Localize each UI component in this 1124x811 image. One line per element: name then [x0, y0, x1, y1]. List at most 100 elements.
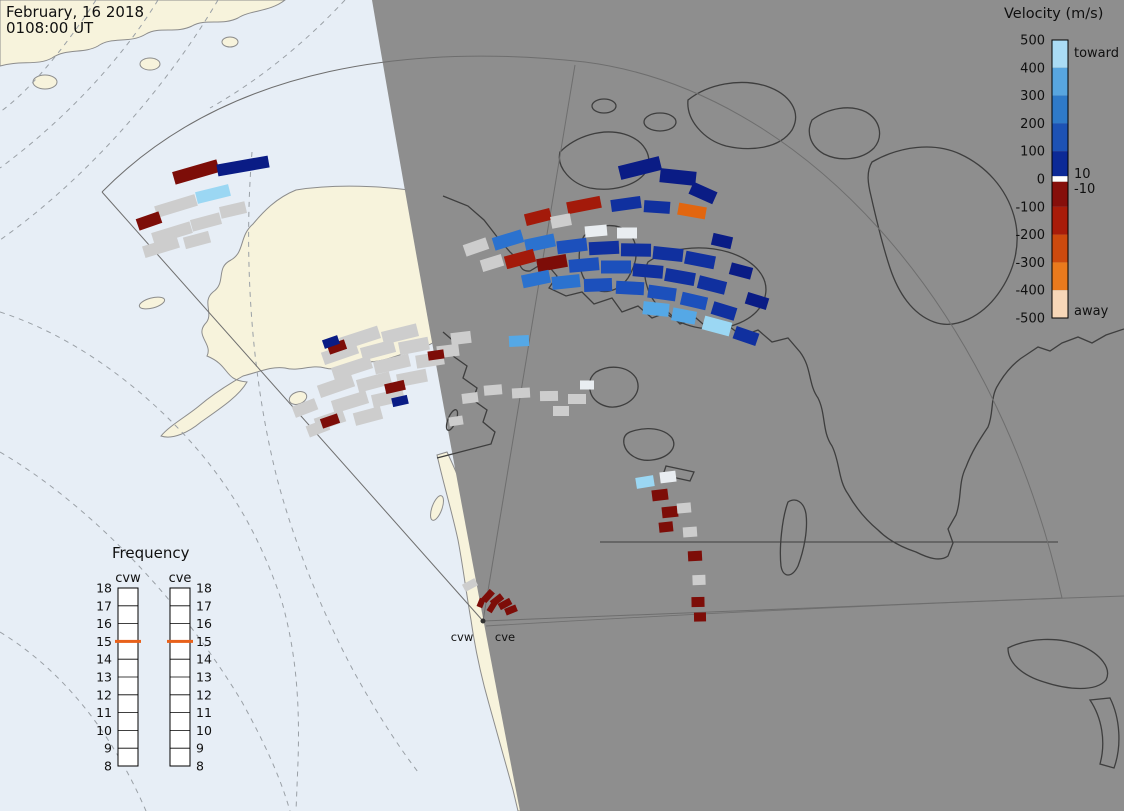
graticule-line: [0, 0, 97, 113]
velocity-cell: [291, 398, 319, 418]
frequency-tick-label: 15: [196, 634, 212, 649]
velocity-cell: [610, 195, 642, 213]
velocity-cell: [536, 253, 568, 273]
mainland-coastline: [442, 195, 1124, 560]
velocity-cell: [503, 248, 537, 270]
colorbar-segment: [1052, 123, 1068, 152]
frequency-tick-label: 18: [96, 581, 112, 596]
arctic-island-outline: [591, 98, 617, 114]
velocity-tick-label: 200: [1020, 117, 1045, 132]
velocity-cell: [642, 301, 670, 317]
velocity-cell: [511, 387, 531, 399]
colorbar-segment: [1052, 40, 1068, 68]
radar-label-cve: cve: [495, 630, 515, 644]
velocity-cell: [568, 257, 600, 273]
velocity-cell: [450, 330, 472, 346]
radar-site-dot: [480, 618, 486, 624]
graticule-line: [209, 0, 346, 109]
velocity-cell: [664, 267, 696, 287]
plus10-label: 10: [1074, 167, 1091, 182]
toward-label: toward: [1074, 46, 1119, 61]
frequency-column-label: cve: [169, 571, 192, 586]
arctic-island-outline: [808, 107, 881, 160]
velocity-cell: [691, 596, 705, 608]
velocity-cell: [693, 612, 707, 622]
velocity-cell: [391, 394, 409, 408]
lake-winnipeg-outline: [779, 499, 808, 576]
graticule-line: [0, 0, 159, 169]
frequency-marker: [115, 639, 141, 643]
colorbar-segment: [1052, 95, 1068, 124]
velocity-cell: [359, 339, 397, 361]
siberia-landmass: [0, 0, 286, 67]
banks-island-outline: [578, 225, 637, 293]
velocity-cell: [601, 260, 631, 274]
graticule-line: [0, 631, 147, 811]
frequency-tick-label: 17: [196, 598, 212, 613]
frequency-tick-label: 13: [96, 670, 112, 685]
velocity-cell: [677, 202, 707, 220]
velocity-cell: [584, 224, 608, 238]
velocity-tick-label: -300: [1015, 256, 1045, 271]
velocity-cell: [588, 240, 620, 256]
velocity-cell: [580, 380, 594, 390]
frequency-tick-label: 9: [104, 741, 112, 756]
frequency-tick-label: 12: [96, 687, 112, 702]
velocity-cell: [319, 413, 341, 429]
fov-outer-arc: [101, 55, 1063, 599]
velocity-tick-label: 100: [1020, 145, 1045, 160]
velocity-cell: [352, 406, 384, 426]
island: [221, 36, 239, 48]
frequency-tick-label: 17: [96, 598, 112, 613]
velocity-cell: [461, 392, 479, 404]
velocity-cell: [520, 269, 552, 289]
velocity-cell: [321, 335, 341, 349]
frequency-tick-label: 12: [196, 687, 212, 702]
night-region: [372, 0, 1124, 811]
velocity-cell: [659, 168, 697, 186]
velocity-cell: [427, 349, 445, 361]
frequency-tick-label: 14: [96, 652, 112, 667]
graticule-line: [0, 0, 219, 241]
arctic-island-outline: [687, 81, 797, 150]
time-text: 0108:00 UT: [6, 19, 94, 37]
velocity-cell: [195, 184, 231, 204]
velocity-cell: [550, 213, 572, 229]
away-label: away: [1074, 304, 1109, 319]
minus10-label: -10: [1074, 182, 1095, 197]
velocity-cell: [497, 597, 513, 611]
vancouver-island: [430, 495, 444, 521]
velocity-cell: [523, 208, 553, 226]
great-slave-lake-outline: [623, 427, 675, 461]
frequency-tick-label: 10: [196, 723, 212, 738]
velocity-cell: [479, 254, 505, 272]
velocity-cell: [154, 194, 198, 218]
velocity-cell: [491, 229, 525, 251]
radar-label-cvw: cvw: [451, 630, 474, 644]
velocity-cell: [670, 307, 698, 325]
velocity-cell: [659, 470, 677, 484]
velocity-cell: [647, 284, 677, 302]
velocity-tick-label: 400: [1020, 61, 1045, 76]
velocity-cell: [380, 323, 420, 345]
velocity-cell: [355, 371, 393, 393]
velocity-cell: [710, 301, 738, 321]
velocity-cell: [326, 339, 348, 355]
frequency-title: Frequency: [112, 544, 190, 562]
velocity-cell: [732, 325, 760, 347]
day-graticule: [0, 0, 419, 811]
velocity-cell: [687, 550, 703, 562]
velocity-cell: [142, 235, 180, 259]
velocity-legend-title: Velocity (m/s): [1004, 6, 1103, 22]
velocity-cell: [135, 211, 163, 231]
velocity-cell: [651, 488, 669, 502]
velocity-cell: [661, 505, 679, 519]
velocity-cell: [652, 245, 684, 263]
frequency-tick-label: 15: [96, 634, 112, 649]
velocity-cell: [476, 597, 486, 609]
lake-superior-outline: [1007, 638, 1109, 690]
velocity-cell: [643, 200, 671, 214]
velocity-cell: [551, 274, 581, 290]
island: [139, 57, 161, 71]
